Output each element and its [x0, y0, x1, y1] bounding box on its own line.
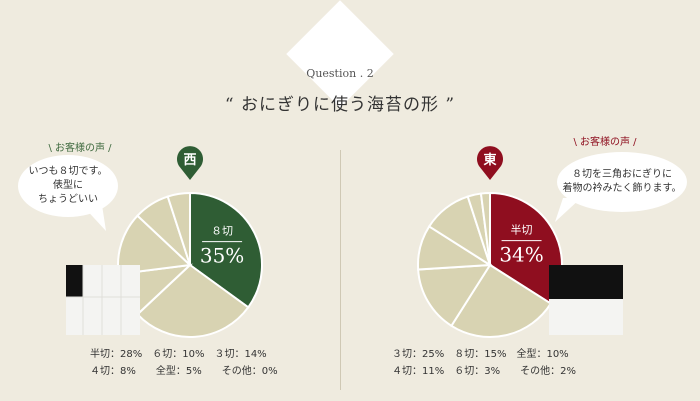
page-title: “ おにぎりに使う海苔の形 ” [224, 95, 456, 115]
east-voice-label: \ お客様の声 / [573, 137, 637, 148]
west-comment-bubble: いつも８切です。 俵型に ちょうどいい [18, 155, 118, 217]
pie-slice-highlight [189, 191, 263, 309]
east-pie-chart: 半切 34% [417, 191, 563, 338]
east-stats-line: ４切：11% ６切：3% その他：2% [392, 366, 576, 377]
east-stats: ３切：25% ８切：15% 全型：10% ４切：11% ６切：3% その他：2% [392, 346, 576, 380]
east-comment-line: ８切を三角おにぎりに [572, 169, 672, 180]
west-region-label: 西 [183, 153, 197, 168]
west-comment-line: ちょうどいい [38, 194, 98, 205]
west-stats-line: 半切：28% ６切：10% ３切：14% [90, 349, 267, 360]
pie-slice-other [136, 263, 250, 338]
center-divider [340, 150, 341, 390]
west-bubble-tail [82, 205, 106, 231]
pie-slice-other [166, 191, 191, 266]
pie-slice-other [450, 263, 553, 338]
pie-slice-other [479, 191, 491, 266]
east-stats-line: ３切：25% ８切：15% 全型：10% [392, 349, 569, 360]
east-nori-icon [549, 265, 623, 335]
west-nori-icon [66, 265, 140, 335]
east-region-label: 東 [483, 153, 497, 168]
west-comment-line: いつも８切です。 [28, 166, 108, 177]
east-comment-bubble: ８切を三角おにぎりに 着物の衿みたく飾ります。 [557, 152, 687, 212]
east-comment-line: 着物の衿みたく飾ります。 [562, 183, 682, 194]
west-comment-line: 俵型に [53, 180, 83, 191]
east-bubble-tail [555, 198, 581, 222]
east-region-pin: 東 [473, 142, 507, 182]
pie-highlight-value: 34% [499, 243, 543, 267]
question-number: Question . 2 [306, 67, 374, 80]
pie-highlight-label: ８切 [211, 225, 233, 238]
west-region-pin: 西 [173, 142, 207, 182]
west-voice-label: \ お客様の声 / [48, 143, 112, 154]
west-stats: 半切：28% ６切：10% ３切：14% ４切：8% 全型：5% その他：0% [90, 346, 278, 380]
pie-highlight-label: 半切 [511, 223, 533, 237]
pie-slice-other [417, 263, 492, 328]
pie-highlight-value: 35% [200, 244, 244, 268]
west-stats-line: ４切：8% 全型：5% その他：0% [90, 366, 278, 377]
